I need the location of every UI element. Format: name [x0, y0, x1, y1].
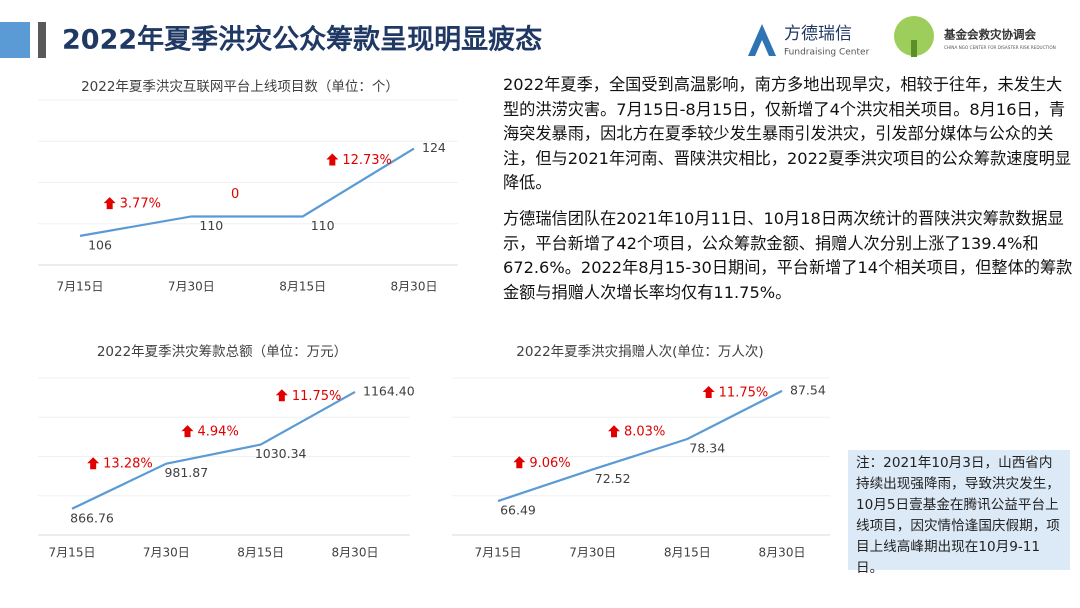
- x-tick-label: 8月30日: [332, 546, 379, 560]
- accent-block: [0, 22, 30, 58]
- x-tick-label: 8月15日: [664, 546, 711, 560]
- data-label: 1030.34: [255, 446, 307, 461]
- line: [79, 147, 415, 237]
- x-tick-label: 7月30日: [143, 546, 190, 560]
- page-title: 2022年夏季洪灾公众筹款呈现明显疲态: [62, 24, 542, 56]
- note: 注：2021年10月3日，山西省内持续出现强降雨，导致洪灾发生，10月5日壹基金…: [848, 450, 1070, 576]
- x-tick-label: 8月15日: [279, 280, 326, 294]
- up-arrow: [702, 385, 715, 398]
- logo1-text: 方德瑞信: [784, 24, 852, 44]
- data-label: 1164.40: [363, 383, 415, 398]
- logo2-text: 基金会救灾协调会: [943, 28, 1036, 42]
- line: [497, 389, 783, 503]
- growth-label: 11.75%: [292, 389, 342, 404]
- line: [71, 391, 356, 510]
- growth-label: 3.77%: [120, 197, 161, 212]
- up-arrow: [608, 425, 620, 438]
- data-label: 110: [311, 218, 335, 233]
- up-arrow: [326, 153, 339, 166]
- logo2-sub: CHINA NGO CENTER FOR DISASTER RISK REDUC…: [944, 45, 1056, 50]
- up-arrow: [87, 457, 100, 470]
- growth-label: 0: [231, 187, 239, 202]
- data-label: 66.49: [500, 503, 536, 518]
- growth-label: 12.73%: [342, 153, 392, 168]
- growth-label: 13.28%: [103, 457, 153, 472]
- data-label: 110: [199, 218, 223, 233]
- data-label: 866.76: [70, 510, 114, 525]
- accent-bar: [38, 22, 46, 58]
- x-tick-label: 8月15日: [237, 546, 284, 560]
- growth-label: 11.75%: [719, 385, 769, 400]
- x-tick-label: 7月15日: [57, 280, 104, 294]
- up-arrow: [513, 456, 526, 469]
- up-arrow: [181, 425, 194, 438]
- logo1-icon: [748, 24, 776, 56]
- paragraph: 2022年夏季，全国受到高温影响，南方多地出现旱灾，相较于往年，未发生大型的洪涝…: [503, 75, 1072, 192]
- x-tick-label: 7月30日: [168, 280, 215, 294]
- data-label: 78.34: [689, 441, 725, 456]
- paragraph: 方德瑞信团队在2021年10月11日、10月18日两次统计的晋陕洪灾筹款数据显示…: [503, 209, 1073, 302]
- data-label: 72.52: [595, 471, 631, 486]
- x-tick-label: 8月30日: [391, 280, 438, 294]
- x-tick-label: 8月30日: [759, 546, 806, 560]
- growth-label: 8.03%: [624, 425, 665, 440]
- data-label: 981.87: [164, 465, 208, 480]
- growth-label: 9.06%: [529, 456, 570, 471]
- chart-title: 2022年夏季洪灾互联网平台上线项目数（单位：个）: [81, 78, 399, 95]
- logo2-icon: [894, 16, 934, 56]
- logo2-trunk: [911, 40, 917, 57]
- data-label: 106: [88, 237, 112, 252]
- x-tick-label: 7月30日: [569, 546, 616, 560]
- data-label: 124: [422, 140, 446, 155]
- x-tick-label: 7月15日: [49, 546, 96, 560]
- up-arrow: [103, 197, 116, 210]
- chart-title: 2022年夏季洪灾筹款总额（单位：万元）: [97, 343, 347, 360]
- logo1-sub: Fundraising Center: [784, 48, 870, 58]
- x-tick-label: 7月15日: [475, 546, 522, 560]
- growth-label: 4.94%: [198, 425, 239, 440]
- data-label: 87.54: [790, 382, 826, 397]
- up-arrow: [275, 389, 288, 402]
- chart-title: 2022年夏季洪灾捐赠人次(单位：万人次): [516, 343, 763, 360]
